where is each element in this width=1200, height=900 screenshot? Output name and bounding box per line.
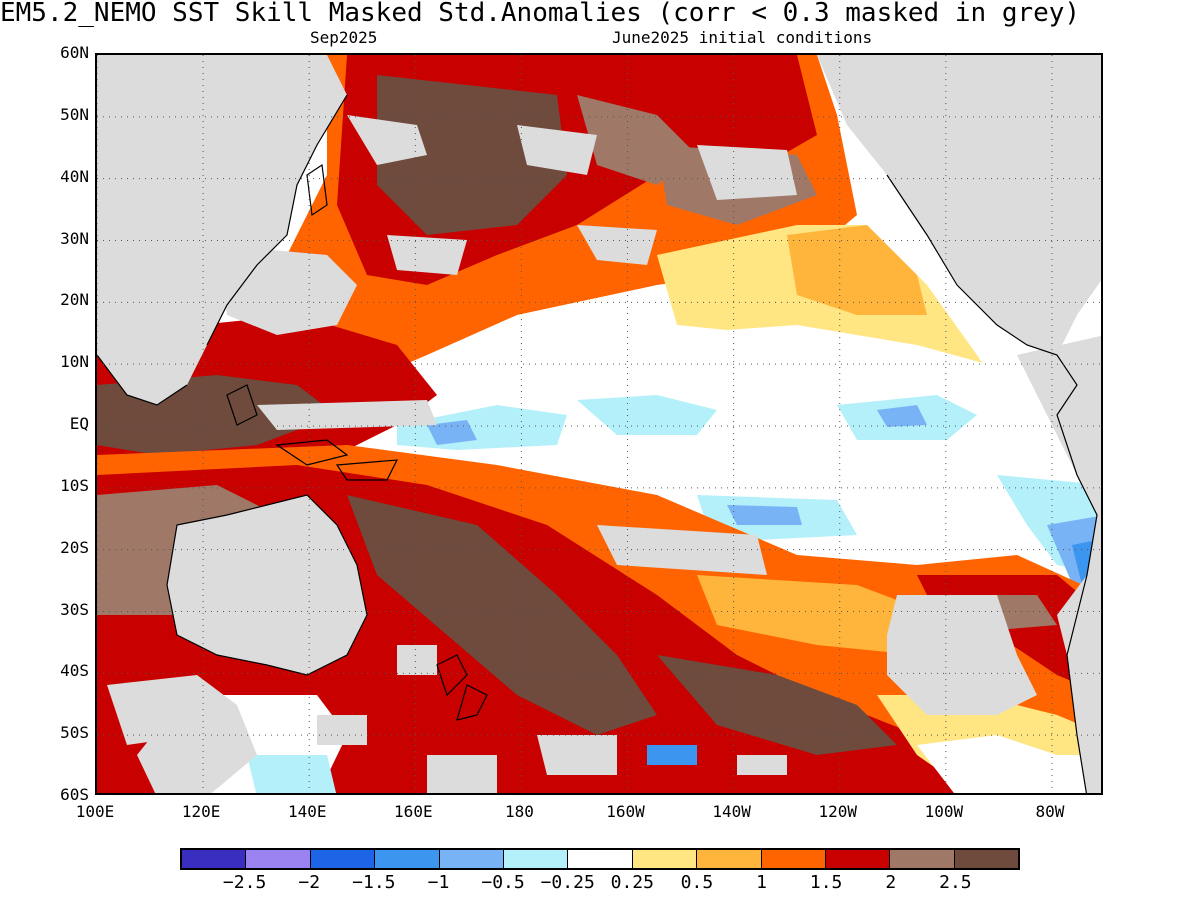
lat-label: 40S	[60, 661, 89, 681]
colorbar-swatch	[697, 850, 762, 868]
lat-label: 20S	[60, 537, 89, 557]
colorbar-swatch	[439, 850, 504, 868]
colorbar-swatch	[375, 850, 440, 868]
init-conditions: June2025 initial conditions	[612, 28, 873, 47]
lon-label: 80W	[1035, 802, 1065, 821]
colorbar-swatch	[825, 850, 891, 868]
lat-label: 40N	[60, 166, 89, 186]
lon-label: 120W	[818, 802, 857, 821]
colorbar-swatch	[246, 850, 311, 868]
lat-label: 50N	[60, 104, 89, 124]
target-month: Sep2025	[310, 28, 378, 47]
lat-label: 10N	[60, 352, 89, 372]
colorbar-label: 0.5	[680, 872, 714, 893]
coastlines	[97, 94, 1098, 793]
graticule	[97, 55, 1101, 793]
lon-label: 120E	[181, 802, 221, 821]
lon-label: 140E	[287, 802, 327, 821]
map-canvas	[97, 55, 1101, 793]
colorbar-label: 2	[885, 872, 897, 893]
colorbar-label: 1.5	[809, 872, 843, 893]
colorbar-label: −2	[298, 872, 321, 893]
lon-label: 180	[504, 802, 534, 821]
colorbar-label: −2.5	[222, 872, 267, 893]
colorbar-label: −1.5	[352, 872, 396, 893]
lat-label: 30S	[60, 599, 89, 619]
colorbar-swatch	[761, 850, 826, 868]
lat-label: 50S	[60, 723, 89, 743]
colorbar-label: −0.5	[481, 872, 525, 893]
lon-label: 160E	[394, 802, 433, 821]
colorbar-swatch	[632, 850, 698, 868]
lat-label: 60S	[60, 785, 89, 804]
colorbar-swatch	[310, 850, 376, 868]
map-title: EM5.2_NEMO SST Skill Masked Std.Anomalie…	[0, 0, 1081, 28]
lat-label: 30N	[60, 228, 89, 248]
colorbar-swatch	[890, 850, 955, 868]
lon-label: 140W	[712, 802, 751, 821]
colorbar-label: 2.5	[939, 872, 972, 893]
colorbar-label: −1	[427, 872, 450, 893]
colorbar-swatch	[954, 850, 1019, 868]
sst-anomaly-map	[95, 53, 1103, 795]
colorbar-swatch	[568, 850, 633, 868]
lat-label: 20N	[60, 290, 89, 310]
colorbar-label: −0.25	[540, 872, 595, 893]
low-skill-mask	[97, 55, 1101, 793]
colorbar-swatch	[503, 850, 569, 868]
lat-label: EQ	[69, 414, 89, 433]
colorbar-swatch	[182, 850, 247, 868]
lon-label: 100E	[75, 802, 115, 821]
lat-label: 10S	[60, 475, 89, 495]
colorbar	[180, 848, 1020, 870]
lat-label: 60N	[60, 43, 89, 62]
colorbar-label: 1	[756, 872, 767, 893]
lon-label: 160W	[606, 802, 645, 821]
colorbar-label: 0.25	[610, 872, 654, 893]
lon-label: 100W	[924, 802, 964, 821]
